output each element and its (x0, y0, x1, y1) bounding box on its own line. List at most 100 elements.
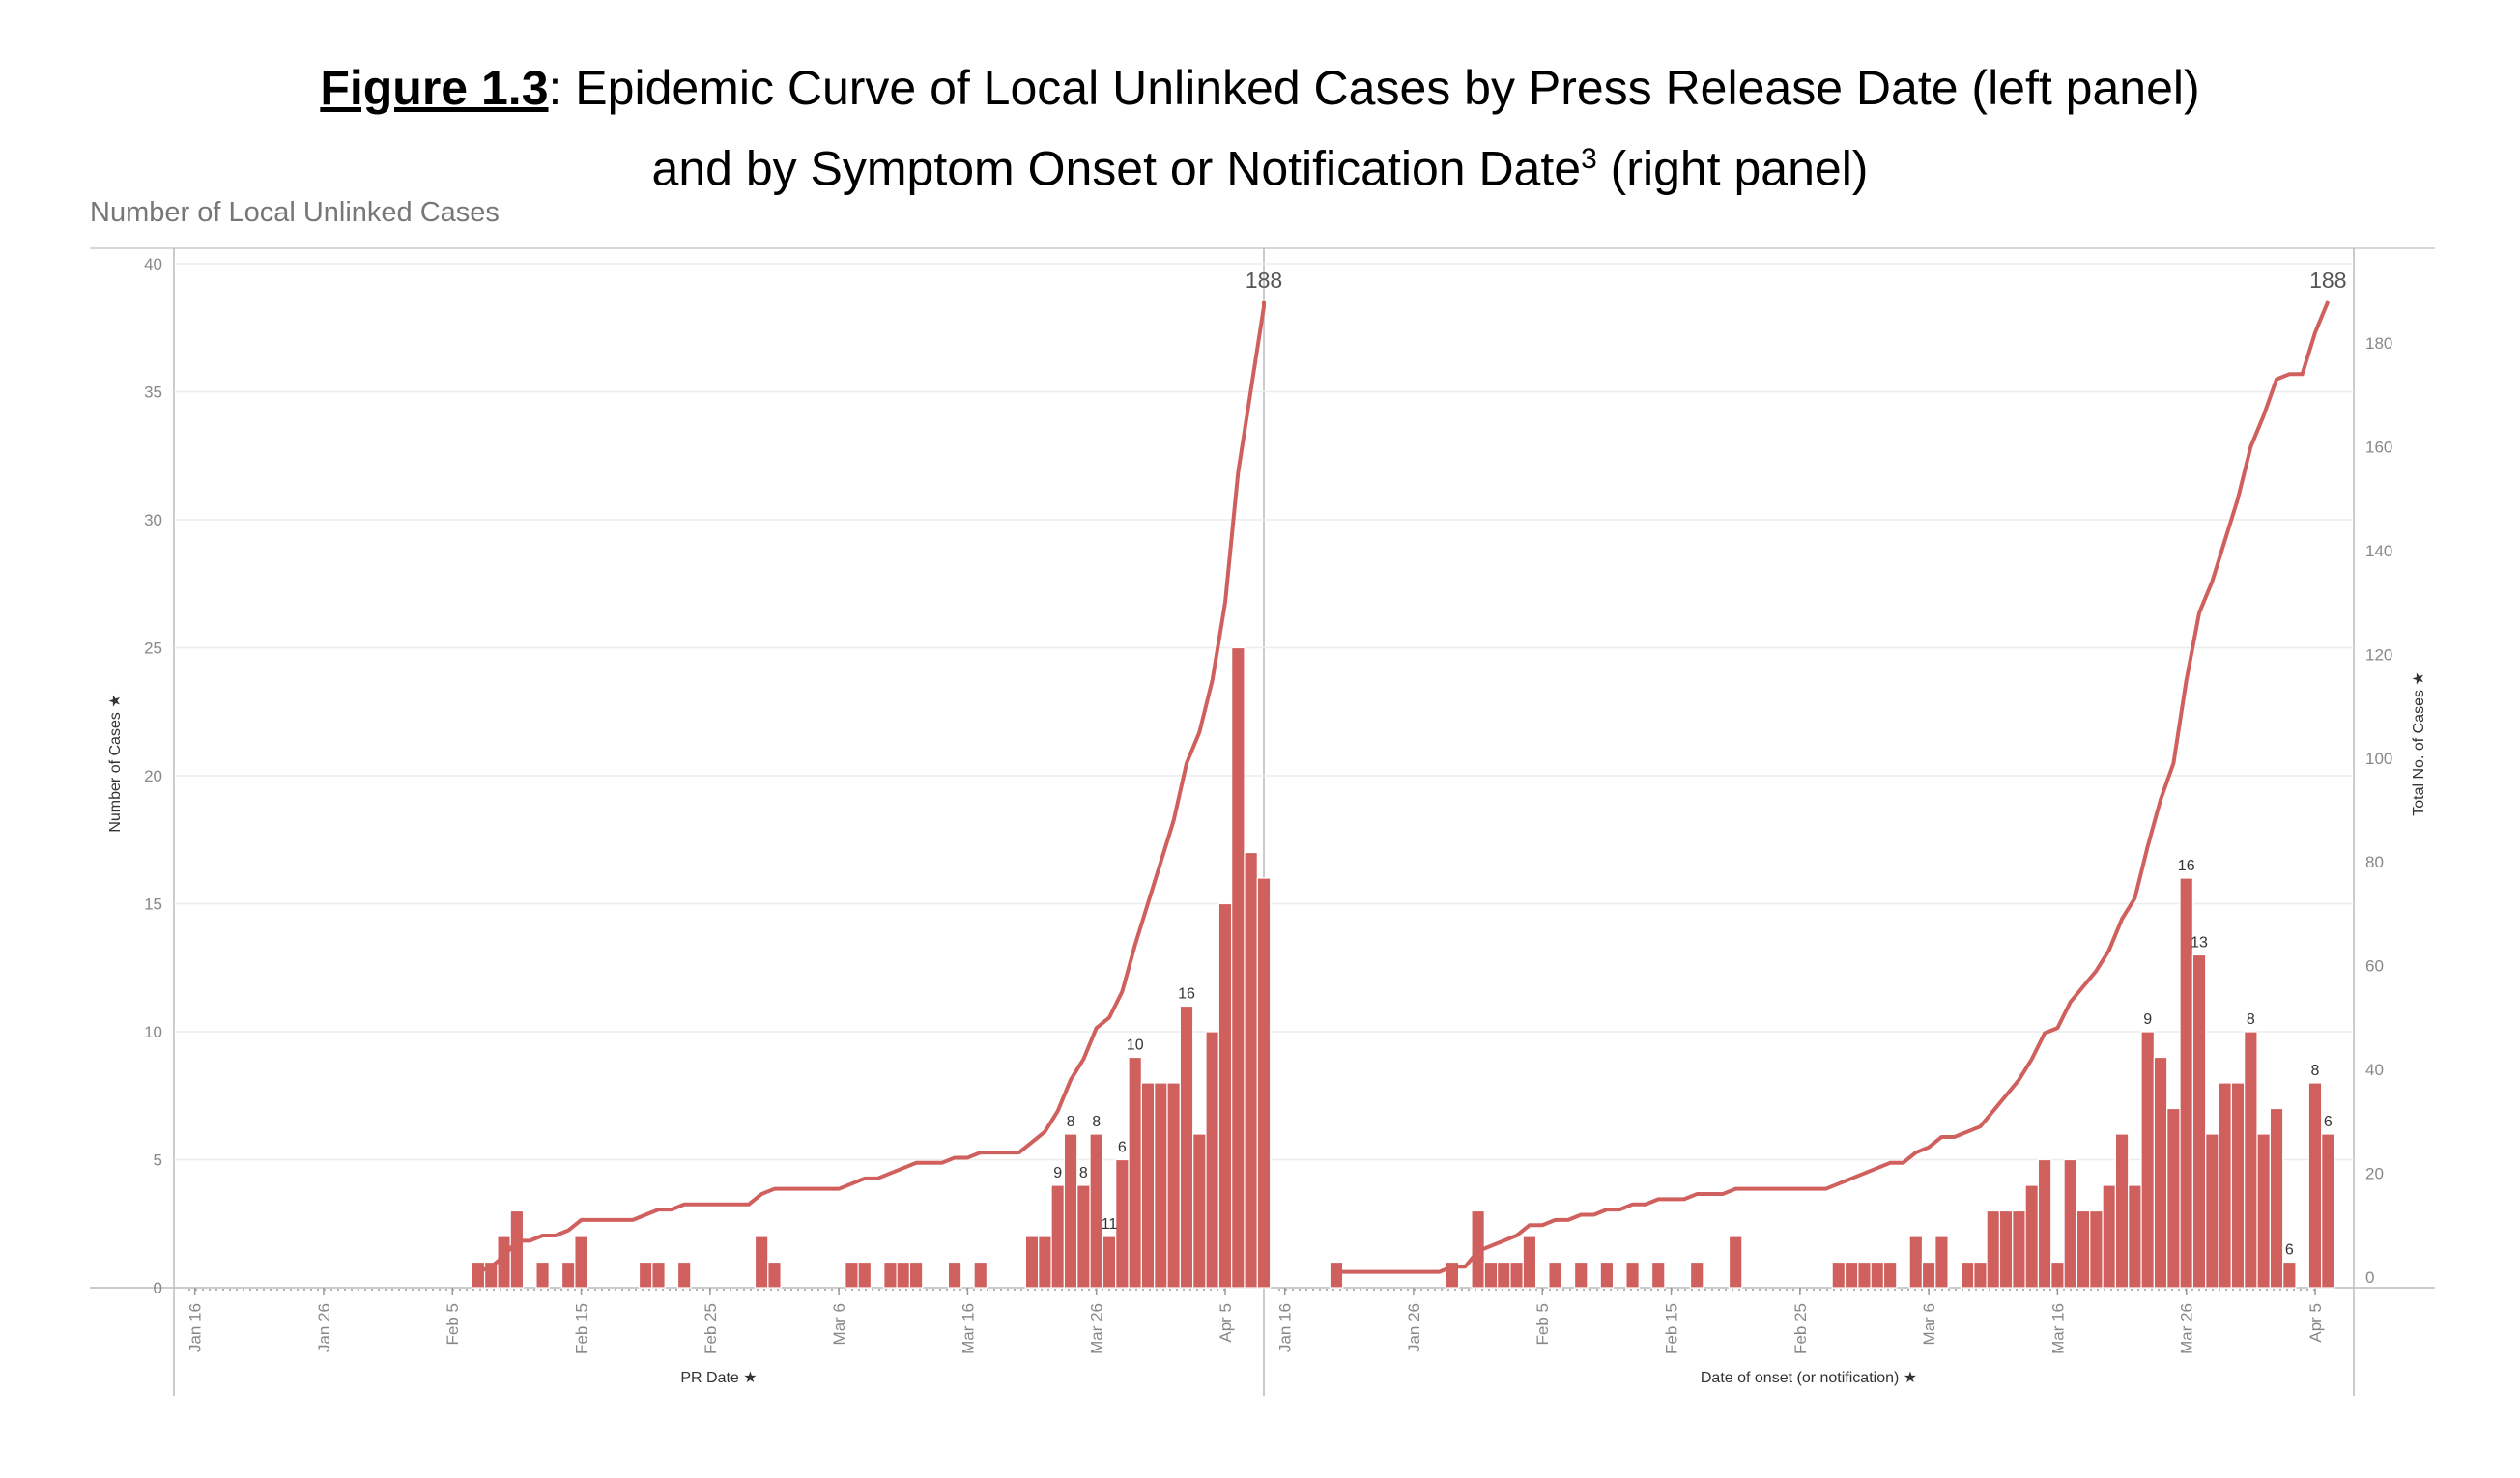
y2-axis-label: Total No. of Cases ★ (2411, 671, 2427, 816)
y-tick-label: 20 (144, 767, 162, 785)
bar (471, 1261, 486, 1289)
y2-tick-label: 20 (2365, 1165, 2384, 1183)
bar (1844, 1261, 1859, 1289)
bar (2191, 953, 2207, 1289)
bar (1998, 1209, 2014, 1289)
bar (1573, 1261, 1589, 1289)
bar (1689, 1261, 1704, 1289)
bar (2050, 1261, 2065, 1289)
bar (1115, 1158, 1130, 1289)
bar (2269, 1107, 2284, 1289)
bar (1076, 1184, 1091, 1289)
bar-data-label: 16 (2178, 858, 2195, 874)
bar (1217, 902, 1233, 1289)
bar (2037, 1158, 2052, 1289)
bar (2089, 1209, 2104, 1289)
bar-data-label: 8 (1079, 1165, 1088, 1181)
x-tick-label: Apr 5 (1217, 1303, 1235, 1343)
bar (1857, 1261, 1872, 1289)
figure-label: Figure 1.3 (320, 61, 549, 115)
y2-tick-label: 80 (2365, 853, 2384, 871)
x-tick-label: Feb 25 (1791, 1303, 1810, 1354)
y-tick-label: 35 (144, 384, 162, 402)
bar (1024, 1236, 1040, 1289)
bar (1548, 1261, 1562, 1289)
y-tick-label: 40 (144, 255, 162, 273)
x-tick-label: Feb 5 (444, 1303, 462, 1345)
bar (1599, 1261, 1615, 1289)
bar (2076, 1209, 2091, 1289)
x-tick-label: Apr 5 (2306, 1303, 2325, 1343)
bar (1231, 646, 1246, 1289)
bar (535, 1261, 550, 1289)
bar-data-label: 6 (2285, 1242, 2294, 1259)
x-tick-label: Mar 26 (1088, 1303, 1106, 1354)
bar (896, 1261, 911, 1289)
bar (1960, 1261, 1975, 1289)
cumulative-total-line (1335, 300, 2331, 1274)
bar (1921, 1261, 1936, 1289)
y-tick-label: 5 (154, 1151, 162, 1170)
bar (2153, 1056, 2168, 1289)
y2-tick-label: 100 (2365, 750, 2392, 768)
bar (754, 1236, 769, 1289)
cumulative-end-label: 188 (1246, 268, 1282, 293)
x-tick-label: Mar 6 (830, 1303, 848, 1345)
y-tick-label: 30 (144, 511, 162, 529)
x-tick-label: Feb 5 (1533, 1303, 1552, 1345)
bar (845, 1261, 859, 1289)
bar (947, 1261, 962, 1289)
bar-data-label: 8 (1092, 1114, 1101, 1130)
bar (1089, 1133, 1103, 1289)
x-axis-label: Date of onset (or notification) ★ (1701, 1370, 1917, 1386)
bar (574, 1236, 588, 1289)
left-panel: Jan 16 Jan 26 Feb 5 Feb 15 Feb 25 Mar 6 Mar 16… (186, 268, 1283, 1386)
bar-data-label: 9 (1053, 1165, 1062, 1181)
bar-data-label: 6 (2324, 1114, 2333, 1130)
bar (2024, 1184, 2040, 1289)
x-tick-label: Jan 26 (315, 1303, 333, 1352)
bar (1329, 1261, 1344, 1289)
bar (1244, 851, 1258, 1289)
y2-tick-label: 60 (2365, 957, 2384, 976)
x-tick-label: Mar 16 (959, 1303, 977, 1354)
x-tick-label: Mar 26 (2178, 1303, 2196, 1354)
bar (2244, 1031, 2258, 1289)
y2-tick-label: 40 (2365, 1061, 2384, 1079)
bar (908, 1261, 924, 1289)
bar (973, 1261, 988, 1289)
bar (2063, 1158, 2078, 1289)
bar (1625, 1261, 1640, 1289)
bar (767, 1261, 782, 1289)
bar-data-label: 10 (1127, 1037, 1144, 1054)
bar (1650, 1261, 1666, 1289)
x-tick-label: Feb 15 (573, 1303, 591, 1354)
bar (883, 1261, 898, 1289)
bar (1140, 1082, 1156, 1289)
bar (2230, 1082, 2246, 1289)
bar (1831, 1261, 1847, 1289)
bar (509, 1209, 525, 1289)
bar (676, 1261, 692, 1289)
bar (638, 1261, 653, 1289)
bar (1509, 1261, 1524, 1289)
bar (1934, 1236, 1949, 1289)
y-tick-label: 10 (144, 1023, 162, 1041)
title-footnote-mark: 3 (1581, 143, 1597, 175)
x-tick-label: Jan 26 (1405, 1303, 1423, 1352)
bar (1205, 1031, 1219, 1289)
bar-data-label: 13 (2191, 935, 2208, 952)
bar (1882, 1261, 1898, 1289)
y2-tick-label: 120 (2365, 645, 2392, 664)
y-tick-label: 0 (154, 1279, 162, 1297)
y-tick-label: 15 (144, 895, 162, 914)
bar-data-label: 8 (2247, 1011, 2255, 1028)
title-line2-end: (right panel) (1596, 141, 1869, 196)
bar (2012, 1209, 2026, 1289)
bar (1154, 1082, 1168, 1289)
bar (857, 1261, 873, 1289)
x-tick-label: Mar 6 (1920, 1303, 1938, 1345)
bar-data-label: 8 (2311, 1063, 2320, 1079)
bar (2307, 1082, 2323, 1289)
